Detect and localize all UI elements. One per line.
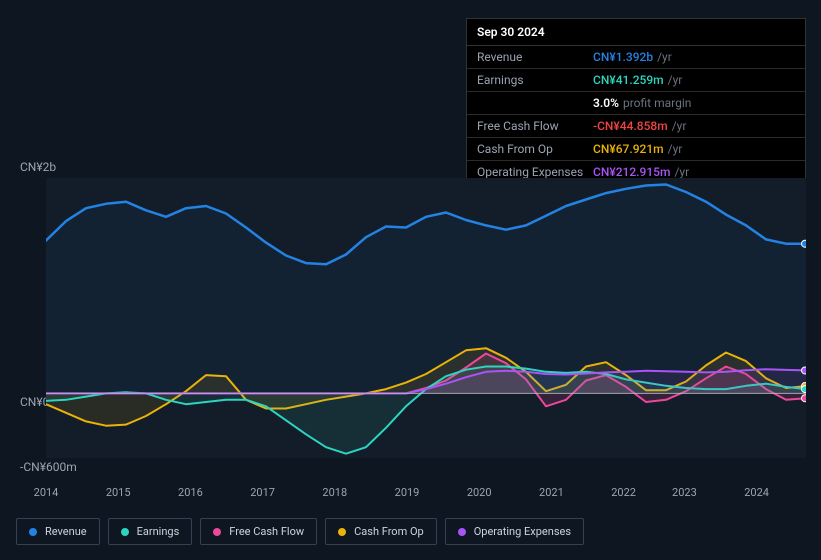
tooltip-row: 3.0% profit margin xyxy=(467,92,805,115)
y-axis-label-top: CN¥2b xyxy=(20,160,56,174)
tooltip-suffix: /yr xyxy=(668,142,683,156)
x-axis-tick: 2019 xyxy=(395,486,420,499)
legend-item[interactable]: Cash From Op xyxy=(325,518,437,545)
tooltip-label: Cash From Op xyxy=(477,142,593,156)
legend-item[interactable]: Revenue xyxy=(16,518,100,545)
legend-item[interactable]: Free Cash Flow xyxy=(200,518,317,545)
x-axis-tick: 2022 xyxy=(611,486,636,499)
tooltip-row: RevenueCN¥1.392b/yr xyxy=(467,46,805,69)
tooltip-label: Earnings xyxy=(477,73,593,87)
legend-swatch xyxy=(29,528,37,536)
x-axis-tick: 2018 xyxy=(322,486,347,499)
tooltip-row: EarningsCN¥41.259m/yr xyxy=(467,69,805,92)
x-axis-tick: 2017 xyxy=(250,486,275,499)
legend-label: Cash From Op xyxy=(354,525,424,538)
tooltip-label: Free Cash Flow xyxy=(477,119,593,133)
y-axis-label-bottom: -CN¥600m xyxy=(20,460,77,474)
tooltip-suffix: /yr xyxy=(668,73,683,87)
x-axis-tick: 2024 xyxy=(744,486,769,499)
tooltip-label: Revenue xyxy=(477,50,593,64)
tooltip-value: CN¥67.921m xyxy=(593,142,664,156)
tooltip-value: -CN¥44.858m xyxy=(593,119,668,133)
tooltip-value: CN¥212.915m xyxy=(593,165,670,179)
chart-container: Sep 30 2024 RevenueCN¥1.392b/yrEarningsC… xyxy=(0,0,821,560)
tooltip-row: Cash From OpCN¥67.921m/yr xyxy=(467,138,805,161)
line-chart xyxy=(46,178,806,458)
legend-label: Earnings xyxy=(137,525,180,538)
tooltip-suffix: /yr xyxy=(674,165,689,179)
legend-label: Free Cash Flow xyxy=(229,525,304,538)
x-axis-tick: 2016 xyxy=(178,486,203,499)
tooltip-suffix: profit margin xyxy=(623,96,691,110)
legend-label: Revenue xyxy=(45,525,87,538)
tooltip-label: Operating Expenses xyxy=(477,165,593,179)
value-tooltip: Sep 30 2024 RevenueCN¥1.392b/yrEarningsC… xyxy=(466,18,806,184)
legend-item[interactable]: Operating Expenses xyxy=(445,518,584,545)
x-axis-tick: 2015 xyxy=(106,486,131,499)
y-axis-label-zero: CN¥0 xyxy=(20,395,49,409)
x-axis: 2014201520162017201820192020202120222023… xyxy=(46,478,806,498)
legend-item[interactable]: Earnings xyxy=(108,518,193,545)
tooltip-suffix: /yr xyxy=(657,50,672,64)
x-axis-tick: 2021 xyxy=(539,486,564,499)
legend-swatch xyxy=(458,528,466,536)
tooltip-value: 3.0% xyxy=(593,96,619,110)
legend-label: Operating Expenses xyxy=(474,525,571,538)
tooltip-date: Sep 30 2024 xyxy=(467,19,805,46)
x-axis-tick: 2020 xyxy=(467,486,492,499)
x-axis-tick: 2023 xyxy=(672,486,697,499)
tooltip-row: Free Cash Flow-CN¥44.858m/yr xyxy=(467,115,805,138)
legend-swatch xyxy=(121,528,129,536)
legend-swatch xyxy=(338,528,346,536)
tooltip-suffix: /yr xyxy=(672,119,687,133)
x-axis-tick: 2014 xyxy=(34,486,59,499)
legend: Revenue Earnings Free Cash Flow Cash From O… xyxy=(16,518,584,545)
tooltip-value: CN¥41.259m xyxy=(593,73,664,87)
legend-swatch xyxy=(213,528,221,536)
tooltip-value: CN¥1.392b xyxy=(593,50,653,64)
